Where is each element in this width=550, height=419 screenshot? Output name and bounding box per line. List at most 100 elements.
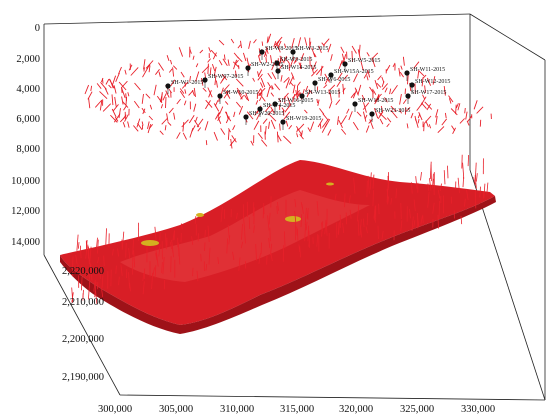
stress-vector [378,111,387,121]
stress-vector [217,111,221,117]
stress-vector [124,114,129,122]
stress-vector [191,236,194,245]
stress-vector [299,62,302,70]
stress-vector [121,96,124,105]
stress-vector [363,71,369,79]
stress-vector [204,72,207,78]
stress-vector [380,105,384,112]
stress-vector [386,64,391,72]
stress-vector [476,173,478,182]
stress-vector [113,113,121,123]
stress-vector [147,123,152,134]
stress-vector [400,220,403,232]
stress-vector [225,91,231,99]
well-marker [404,70,410,76]
stress-vector [256,88,262,95]
stress-vector [424,85,426,93]
stress-vector [170,79,176,87]
stress-vector [133,100,140,109]
stress-vector [97,239,99,254]
z-tick: 8,000 [16,144,40,155]
stress-vector [329,92,332,101]
stress-vector [268,212,271,225]
stress-vector [276,131,279,143]
stress-vector [78,242,80,249]
well-marker [272,101,278,107]
stress-vector [191,125,196,132]
stress-vector [338,120,343,128]
stress-vector [132,238,134,255]
x-axis-ticks: 300,000 305,000 310,000 315,000 320,000 … [98,404,495,415]
stress-vector [155,69,160,75]
stress-vector [276,205,278,214]
stress-vector [418,69,425,77]
stress-vector [156,254,159,267]
stress-vector [244,232,246,244]
stress-vector [274,83,281,91]
z-axis-ticks: 0 2,000 4,000 6,000 8,000 10,000 12,000 … [11,23,40,248]
stress-vector [473,177,476,185]
well-marker [257,106,263,112]
stress-vector [88,270,90,280]
stress-vector [257,132,263,139]
stress-vector [99,266,101,279]
stress-vector [238,257,241,271]
stress-vector [279,123,281,131]
stress-vector [217,116,222,124]
well-marker [165,83,171,89]
stress-vector [121,231,125,249]
stress-vector [125,93,127,101]
stress-vector [121,80,128,88]
stress-vector [276,44,281,53]
stress-vector [257,55,261,64]
stress-vector [417,118,420,124]
stress-vector [359,219,362,236]
stress-vector [315,66,324,76]
stress-vector [125,242,127,258]
stress-vector [292,84,296,94]
stress-vector [118,276,120,286]
stress-vector [415,176,418,189]
z-tick: 10,000 [11,176,40,187]
stress-vector [455,103,459,109]
stress-vector [371,52,379,60]
stress-vector [283,92,289,100]
stress-vector [182,121,185,132]
stress-vector [113,85,117,94]
stress-vector [178,47,184,57]
stress-vector [122,101,129,108]
stress-vector [384,97,388,103]
stress-vector [118,66,122,75]
stress-vector [210,49,218,57]
stress-vector [324,118,331,128]
stress-vector [341,128,347,135]
stress-vector [334,193,337,201]
stress-vector [300,53,305,61]
y-tick: 2,200,000 [62,334,104,345]
stress-vector [108,84,112,89]
stress-vector [215,112,220,120]
stress-vector [204,121,209,131]
stress-vector [267,215,270,231]
stress-vector [220,128,226,135]
stress-vector [389,88,392,95]
x-tick: 325,000 [400,404,434,415]
stress-vector [147,121,150,130]
stress-vector [356,204,360,222]
y-tick: 2,220,000 [62,266,104,277]
stress-vector [263,47,268,58]
stress-vector [395,188,397,199]
stress-vector [323,38,330,46]
stress-vector [200,253,202,262]
stress-vector [307,127,311,133]
well-label: SH-W16-2015 [278,98,313,104]
stress-vector [448,95,454,103]
stress-vector [148,115,154,121]
stress-vector [374,205,377,221]
stress-vector [233,52,239,59]
stress-vector [352,121,359,131]
stress-vector [464,107,466,114]
stress-vector [102,103,112,112]
stress-vector [207,63,209,75]
stress-vector [297,228,299,241]
